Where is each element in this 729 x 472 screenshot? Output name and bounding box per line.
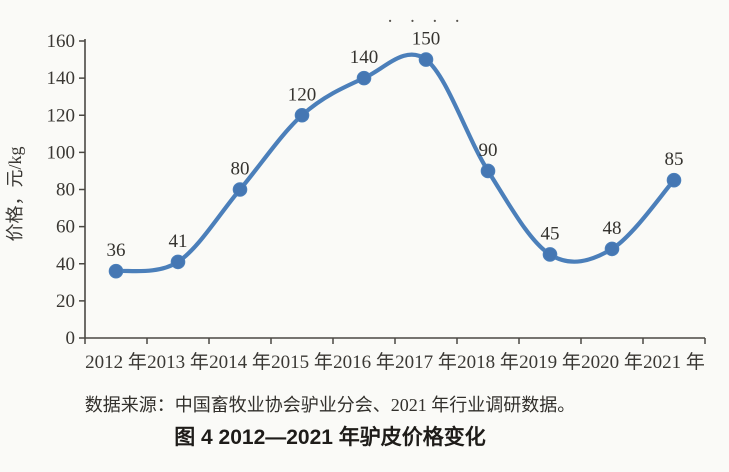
data-point-marker — [356, 70, 372, 86]
data-point-marker — [294, 107, 310, 123]
data-point-marker — [666, 172, 682, 188]
data-point-marker — [108, 263, 124, 279]
y-tick-label: 0 — [66, 328, 76, 349]
data-point-label: 48 — [603, 218, 622, 239]
x-category-label: 2021 年 — [643, 351, 705, 373]
x-category-label: 2018 年 — [457, 351, 519, 373]
data-point-label: 36 — [107, 240, 126, 261]
data-point-marker — [170, 254, 186, 270]
y-tick-label: 160 — [47, 31, 76, 52]
data-point-marker — [604, 241, 620, 257]
data-point-label: 90 — [479, 140, 498, 161]
y-tick-label: 20 — [56, 291, 75, 312]
x-category-label: 2014 年 — [209, 351, 271, 373]
data-point-label: 80 — [231, 159, 250, 180]
x-category-label: 2012 年 — [85, 351, 147, 373]
x-category-label: 2015 年 — [271, 351, 333, 373]
price-line — [113, 52, 677, 274]
x-category-label: 2013 年 — [147, 351, 209, 373]
data-point-marker — [418, 52, 434, 67]
y-tick-label: 40 — [56, 254, 75, 275]
y-tick-label: 60 — [56, 217, 75, 238]
data-point-marker — [480, 163, 496, 179]
data-point-label: 150 — [412, 29, 441, 50]
x-category-label: 2017 年 — [395, 351, 457, 373]
print-artifact-dots: · · · · — [388, 14, 467, 28]
y-axis-title: 价格，元/kg — [5, 146, 25, 241]
x-category-label: 2016 年 — [333, 351, 395, 373]
data-point-label: 140 — [350, 47, 379, 68]
y-tick-label: 120 — [47, 105, 76, 126]
x-category-label: 2019 年 — [519, 351, 581, 373]
data-point-label: 41 — [169, 231, 188, 252]
y-tick-label: 80 — [56, 180, 75, 201]
x-category-label: 2020 年 — [581, 351, 643, 373]
data-point-label: 120 — [288, 84, 317, 105]
data-point-marker — [232, 182, 248, 197]
figure-caption: 图 4 2012—2021 年驴皮价格变化 — [174, 426, 486, 449]
y-tick-label: 100 — [47, 142, 76, 163]
data-point-label: 45 — [541, 223, 560, 244]
data-point-label: 85 — [665, 149, 684, 170]
source-note: 数据来源：中国畜牧业协会驴业分会、2021 年行业调研数据。 — [84, 395, 576, 415]
data-point-marker — [542, 247, 558, 262]
y-tick-label: 140 — [47, 68, 76, 89]
